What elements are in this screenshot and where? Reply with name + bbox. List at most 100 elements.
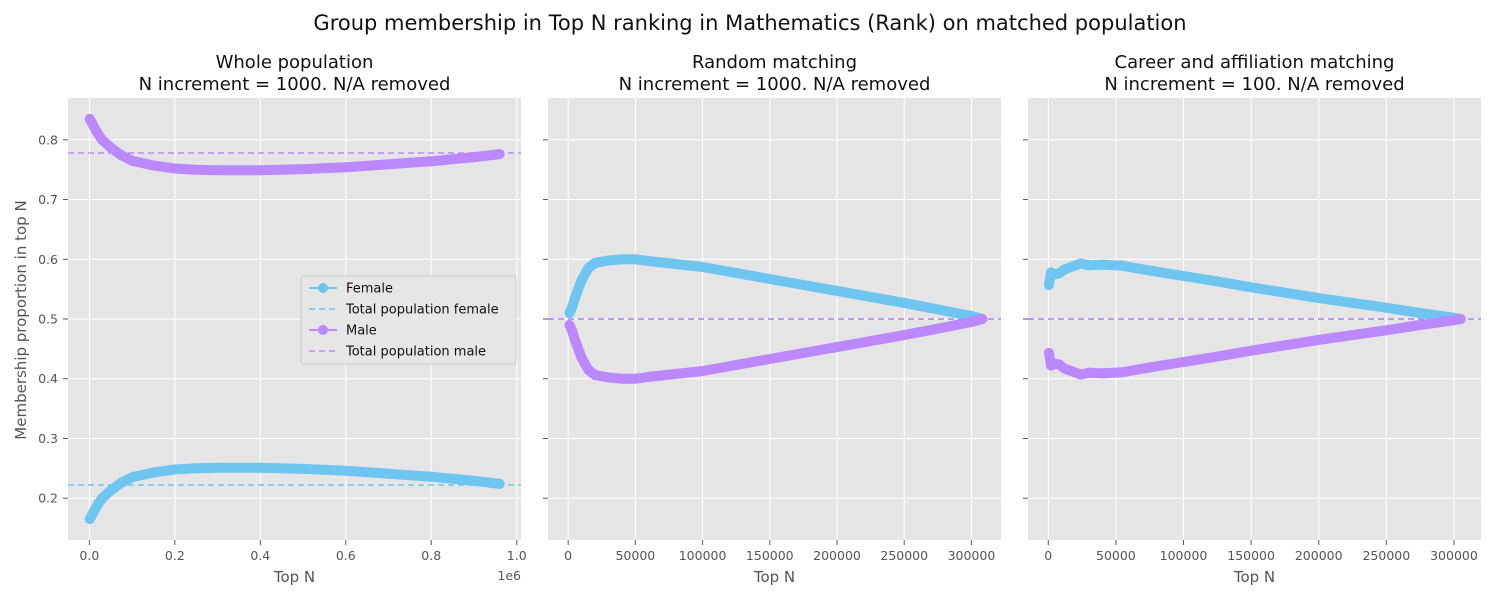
data-point-female	[116, 477, 127, 488]
data-point-female	[1212, 276, 1223, 287]
data-point-female	[97, 493, 108, 504]
data-point-female	[1075, 258, 1086, 269]
panel-title-line2: N increment = 1000. N/A removed	[139, 74, 451, 95]
data-point-female	[1059, 264, 1070, 275]
data-point-female	[576, 275, 587, 286]
data-point-male	[1059, 363, 1070, 374]
data-point-female	[583, 263, 594, 274]
x-axis-label: Top N	[273, 568, 315, 586]
y-tick-label: 0.2	[38, 491, 58, 506]
data-point-male	[670, 369, 681, 379]
data-point-female	[832, 285, 842, 296]
legend: Female Total population female Male Total p…	[300, 275, 517, 365]
x-tick-label: 250000	[880, 548, 928, 563]
y-tick-label: 0.8	[38, 132, 58, 147]
data-point-female	[255, 462, 266, 473]
legend-entry-label: Total population female	[345, 303, 499, 318]
legend-handle-marker	[318, 283, 328, 293]
data-point-female	[212, 462, 223, 473]
panel-2: 0 50000 100000 150000 200000 250000 300000 Rand…	[543, 52, 1001, 586]
x-axis-label: Top N	[1233, 568, 1275, 586]
x-tick-label: 0.0	[79, 548, 99, 563]
data-point-male	[977, 314, 988, 324]
y-tick-label: 0.7	[38, 192, 58, 207]
data-point-female	[340, 465, 351, 476]
data-point-female	[1246, 282, 1257, 293]
data-point-male	[865, 336, 876, 347]
data-point-male	[1455, 314, 1466, 324]
data-point-male	[832, 342, 842, 353]
data-point-female	[298, 463, 308, 474]
data-point-female	[567, 302, 578, 313]
data-point-female	[127, 472, 138, 483]
data-point-male	[731, 360, 742, 370]
y-axis-label: Membership proportion in top N	[12, 200, 30, 439]
data-point-female	[697, 262, 708, 272]
data-point-female	[764, 274, 775, 284]
data-point-male	[383, 159, 394, 170]
data-point-female	[191, 463, 202, 474]
data-point-female	[1083, 260, 1094, 271]
legend-entry-label: Male	[346, 324, 377, 339]
data-point-male	[494, 149, 505, 160]
data-point-male	[1044, 348, 1054, 358]
data-point-female	[1144, 265, 1155, 276]
data-point-male	[88, 121, 99, 132]
x-tick-label: 200000	[813, 548, 861, 563]
data-point-male	[426, 156, 437, 167]
figure-suptitle: Group membership in Top N ranking in Mat…	[313, 11, 1186, 35]
data-point-female	[169, 464, 180, 475]
data-point-male	[105, 142, 116, 153]
x-tick-label: 50000	[1096, 548, 1136, 563]
data-point-male	[116, 150, 127, 161]
data-point-male	[1313, 334, 1324, 345]
data-point-female	[1279, 287, 1290, 298]
data-point-male	[583, 364, 594, 375]
data-point-male	[966, 317, 977, 327]
data-point-female	[1097, 259, 1108, 270]
panels: 0.0 0.2 0.4 0.6 0.8 1.0 0.2 0.3 0.4 0.5 0.6 0.7 0.8 1…	[38, 52, 1481, 586]
data-point-male	[630, 373, 641, 384]
data-point-male	[1075, 369, 1086, 380]
data-point-male	[469, 152, 479, 163]
data-point-male	[1083, 367, 1094, 378]
data-point-female	[731, 268, 742, 278]
panel-title-line1: Random matching	[692, 52, 857, 73]
data-point-male	[764, 354, 775, 364]
data-point-male	[340, 162, 351, 173]
x-tick-label: 150000	[1227, 548, 1275, 563]
x-tick-label: 300000	[948, 548, 996, 563]
data-point-female	[1178, 271, 1189, 281]
x-axis-label: Top N	[753, 568, 795, 586]
x-offset-text: 1e6	[497, 568, 521, 583]
data-point-male	[616, 373, 627, 384]
data-point-female	[798, 280, 809, 290]
data-point-male	[1067, 366, 1078, 377]
data-point-male	[899, 330, 910, 341]
data-point-male	[212, 165, 223, 176]
data-point-female	[643, 256, 654, 267]
x-tick-label: 0	[564, 548, 572, 563]
data-point-female	[383, 468, 394, 479]
data-point-female	[865, 291, 876, 302]
data-point-male	[127, 155, 138, 166]
panel-title-line1: Whole population	[216, 52, 374, 73]
data-point-male	[603, 372, 614, 383]
x-tick-label: 0	[1044, 548, 1052, 563]
data-point-female	[105, 485, 116, 496]
data-point-male	[1415, 320, 1426, 330]
data-point-female	[1381, 302, 1392, 313]
y-tick-label: 0.5	[38, 312, 58, 327]
data-point-male	[567, 325, 578, 336]
data-point-male	[148, 160, 159, 171]
data-point-female	[88, 506, 99, 517]
data-point-female	[899, 297, 910, 308]
data-point-male	[1246, 345, 1257, 356]
panel-title-line1: Career and affiliation matching	[1115, 52, 1395, 73]
data-point-female	[569, 293, 580, 304]
data-point-male	[1381, 325, 1392, 336]
data-point-male	[590, 370, 600, 381]
data-point-female	[670, 259, 681, 269]
data-point-male	[97, 134, 108, 145]
data-point-male	[255, 165, 266, 176]
